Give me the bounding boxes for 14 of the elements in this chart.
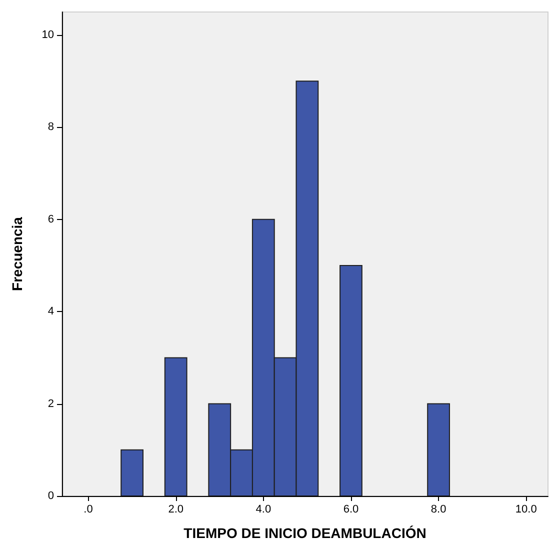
- y-axis-title: Frecuencia: [9, 216, 25, 291]
- x-tick-label: 10.0: [515, 504, 537, 516]
- y-tick-label: 0: [48, 490, 54, 502]
- x-tick-label: 4.0: [256, 504, 272, 516]
- x-tick-label: 2.0: [168, 504, 184, 516]
- x-tick-label: .0: [84, 504, 93, 516]
- x-axis-title: TIEMPO DE INICIO DEAMBULACIÓN: [184, 525, 426, 541]
- y-tick-label: 8: [48, 121, 54, 134]
- x-tick-label: 8.0: [430, 504, 446, 516]
- y-tick-label: 2: [48, 398, 54, 410]
- y-tick-label: 6: [48, 213, 54, 226]
- y-tick-label: 4: [48, 306, 54, 318]
- y-tick-label: 10: [42, 29, 54, 42]
- x-tick-label: 6.0: [343, 504, 359, 516]
